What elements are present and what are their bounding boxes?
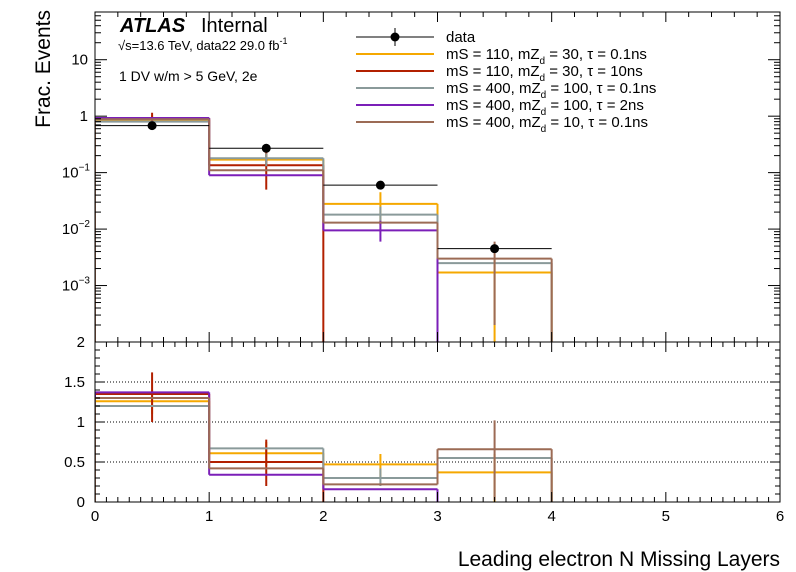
x-tick-label-4: 4 bbox=[547, 508, 555, 525]
legend-label-3: mS = 400, mZd = 100, τ = 0.1ns bbox=[446, 80, 656, 101]
main-y-tick-exp: −2 bbox=[79, 219, 91, 230]
ratio-y-tick-label-0: 0 bbox=[77, 494, 85, 511]
legend-entry-1: mS = 110, mZd = 30, τ = 0.1ns bbox=[356, 46, 647, 67]
legend-label-5: mS = 400, mZd = 10, τ = 0.1ns bbox=[446, 114, 648, 135]
main-y-tick-label-4: 10 bbox=[71, 52, 88, 69]
legend-label-main: mS = 110, mZ bbox=[446, 46, 540, 63]
internal-label: Internal bbox=[201, 15, 268, 37]
x-tick-label-3: 3 bbox=[433, 508, 441, 525]
selection-label: 1 DV w/m > 5 GeV, 2e bbox=[119, 68, 258, 84]
legend-label-main: mS = 400, mZ bbox=[446, 97, 541, 114]
energy-lumi-text: √s=13.6 TeV, data22 29.0 fb bbox=[118, 38, 279, 53]
ratio-y-tick-label-3: 1.5 bbox=[64, 374, 85, 391]
ratio-panel: 0 0.5 1 1.5 2 0 1 2 3 4 5 6 bbox=[64, 334, 784, 525]
legend-label-1: mS = 110, mZd = 30, τ = 0.1ns bbox=[446, 46, 647, 67]
legend-entry-3: mS = 400, mZd = 100, τ = 0.1ns bbox=[356, 80, 656, 101]
ratio-y-tick-label-2: 1 bbox=[77, 414, 85, 431]
main-y-tick-base: 10 bbox=[62, 221, 79, 238]
legend-label-0: data bbox=[446, 29, 476, 46]
x-tick-label-2: 2 bbox=[319, 508, 327, 525]
legend-label-sub: d bbox=[540, 73, 546, 84]
data-point-1 bbox=[261, 143, 271, 153]
legend-label-rest: = 30, τ = 10ns bbox=[545, 63, 643, 80]
main-y-tick-label-3: 1 bbox=[80, 108, 88, 125]
x-tick-label-1: 1 bbox=[205, 508, 213, 525]
lumi-exponent: -1 bbox=[279, 36, 287, 46]
main-y-tick-exp: −3 bbox=[79, 276, 91, 287]
legend-entry-2: mS = 110, mZd = 30, τ = 10ns bbox=[356, 63, 643, 84]
main-series-group bbox=[95, 112, 553, 342]
legend-label-sub: d bbox=[541, 124, 547, 135]
main-y-tick-label-1: 10−2 bbox=[62, 219, 91, 238]
data-point-3 bbox=[490, 244, 500, 254]
energy-lumi-label: √s=13.6 TeV, data22 29.0 fb-1 bbox=[118, 36, 287, 53]
ratio-y-tick-label-1: 0.5 bbox=[64, 454, 85, 471]
main-y-tick-exp: −1 bbox=[79, 163, 91, 174]
x-tick-label-5: 5 bbox=[662, 508, 670, 525]
legend-label-4: mS = 400, mZd = 100, τ = 2ns bbox=[446, 97, 644, 118]
legend-entry-0: data bbox=[356, 28, 476, 46]
main-y-tick-base: 10 bbox=[62, 165, 79, 182]
legend-label-main: mS = 400, mZ bbox=[446, 80, 541, 97]
main-series-4 bbox=[95, 118, 553, 342]
y-axis-title: Frac. Events bbox=[32, 10, 55, 128]
ratio-y-tick-label-4: 2 bbox=[77, 334, 85, 351]
ratio-series-group bbox=[95, 372, 553, 502]
main-y-tick-label-2: 10−1 bbox=[62, 163, 91, 182]
legend-entry-4: mS = 400, mZd = 100, τ = 2ns bbox=[356, 97, 644, 118]
legend-entry-5: mS = 400, mZd = 10, τ = 0.1ns bbox=[356, 114, 648, 135]
x-axis-title: Leading electron N Missing Layers bbox=[458, 548, 780, 571]
legend-label-rest: = 100, τ = 0.1ns bbox=[546, 80, 656, 97]
legend-label-main: mS = 110, mZ bbox=[446, 63, 540, 80]
data-point-2 bbox=[375, 180, 385, 190]
legend-label-sub: d bbox=[540, 56, 546, 67]
legend-swatch-marker bbox=[390, 32, 400, 42]
data-point-0 bbox=[147, 121, 157, 131]
legend-label-main: mS = 400, mZ bbox=[446, 114, 541, 131]
legend-label-sub: d bbox=[541, 90, 547, 101]
atlas-label: ATLAS bbox=[119, 15, 186, 37]
legend-label-rest: = 100, τ = 2ns bbox=[546, 97, 644, 114]
legend-label-rest: = 10, τ = 0.1ns bbox=[546, 114, 648, 131]
data-points bbox=[95, 121, 552, 254]
ratio-series-4 bbox=[95, 397, 553, 502]
x-tick-label-6: 6 bbox=[776, 508, 784, 525]
legend-label-sub: d bbox=[541, 107, 547, 118]
legend-label-rest: = 30, τ = 0.1ns bbox=[545, 46, 647, 63]
main-y-tick-base: 10 bbox=[62, 278, 79, 295]
legend-label-2: mS = 110, mZd = 30, τ = 10ns bbox=[446, 63, 643, 84]
legend-label-main: data bbox=[446, 29, 476, 46]
main-y-tick-label-0: 10−3 bbox=[62, 276, 91, 295]
x-tick-label-0: 0 bbox=[91, 508, 99, 525]
ratio-ticks: 0 0.5 1 1.5 2 0 1 2 3 4 5 6 bbox=[64, 334, 784, 525]
